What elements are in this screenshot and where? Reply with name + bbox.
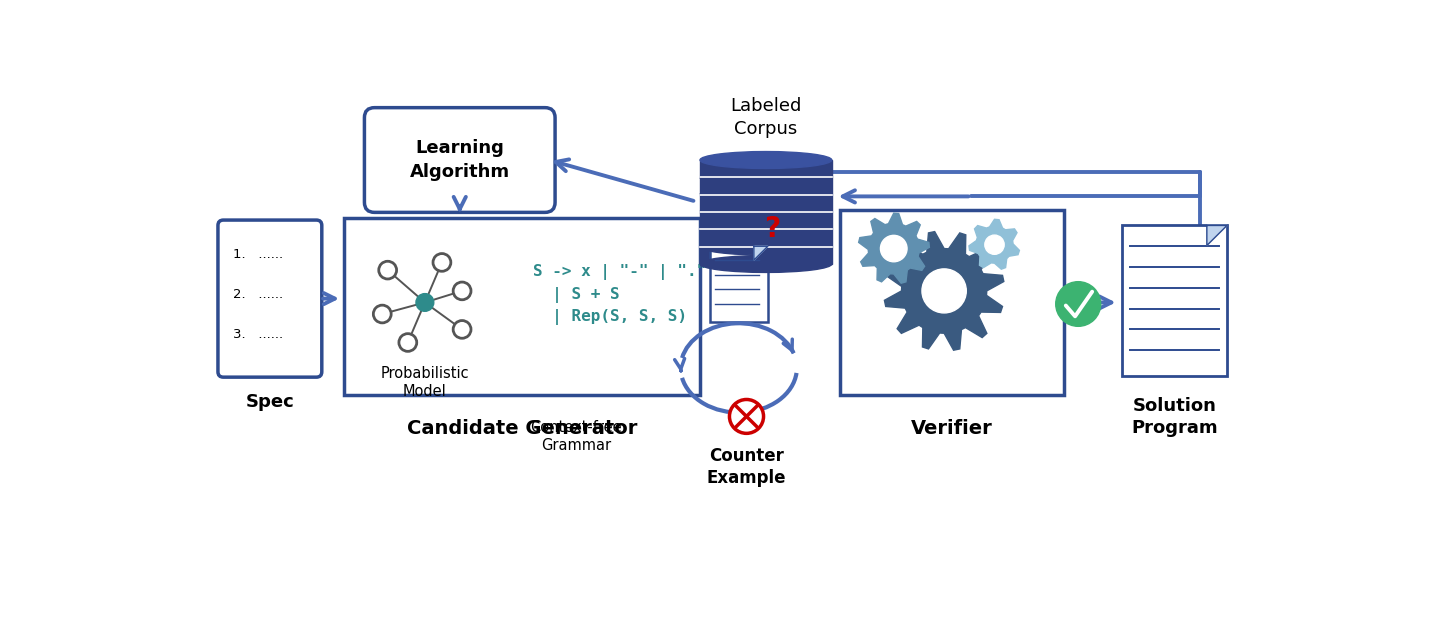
- Ellipse shape: [700, 256, 831, 273]
- Bar: [700, 160, 831, 264]
- Polygon shape: [969, 219, 1019, 269]
- Circle shape: [923, 269, 966, 313]
- FancyBboxPatch shape: [218, 220, 322, 377]
- Circle shape: [379, 261, 396, 279]
- Polygon shape: [859, 213, 930, 283]
- Text: Context-free
Grammar: Context-free Grammar: [531, 420, 622, 453]
- Text: Counter
Example: Counter Example: [707, 447, 787, 488]
- Text: ?: ?: [763, 215, 779, 243]
- Circle shape: [453, 282, 471, 300]
- FancyBboxPatch shape: [1122, 226, 1228, 375]
- Polygon shape: [753, 246, 768, 260]
- Ellipse shape: [700, 186, 831, 203]
- Circle shape: [416, 294, 434, 311]
- Text: Candidate Generator: Candidate Generator: [406, 420, 636, 439]
- FancyBboxPatch shape: [344, 217, 700, 395]
- Circle shape: [399, 333, 416, 351]
- Text: Labeled
Corpus: Labeled Corpus: [730, 98, 801, 138]
- Text: 2.   ......: 2. ......: [233, 288, 283, 301]
- Text: Spec: Spec: [246, 393, 294, 411]
- Ellipse shape: [700, 238, 831, 255]
- Circle shape: [373, 305, 392, 323]
- Ellipse shape: [700, 152, 831, 169]
- Text: Solution
Program: Solution Program: [1131, 397, 1218, 437]
- Polygon shape: [1207, 226, 1228, 245]
- FancyBboxPatch shape: [840, 210, 1064, 395]
- Circle shape: [985, 235, 1004, 254]
- Text: Learning
Algorithm: Learning Algorithm: [409, 139, 510, 181]
- Text: 1.   ......: 1. ......: [233, 249, 283, 261]
- Text: Verifier: Verifier: [911, 420, 993, 439]
- Text: 3.   ......: 3. ......: [233, 328, 283, 341]
- Circle shape: [729, 399, 763, 434]
- Circle shape: [1056, 281, 1100, 327]
- Circle shape: [432, 254, 451, 271]
- Text: Probabilistic
Model: Probabilistic Model: [380, 366, 469, 399]
- FancyBboxPatch shape: [710, 246, 768, 321]
- Polygon shape: [885, 231, 1004, 350]
- Text: S -> x | "-" | "."
  | S + S
  | Rep(S, S, S): S -> x | "-" | "." | S + S | Rep(S, S, S…: [534, 264, 707, 325]
- Ellipse shape: [700, 221, 831, 238]
- Circle shape: [881, 235, 907, 262]
- Ellipse shape: [700, 169, 831, 186]
- Ellipse shape: [700, 204, 831, 221]
- FancyBboxPatch shape: [364, 108, 555, 212]
- Circle shape: [453, 321, 471, 339]
